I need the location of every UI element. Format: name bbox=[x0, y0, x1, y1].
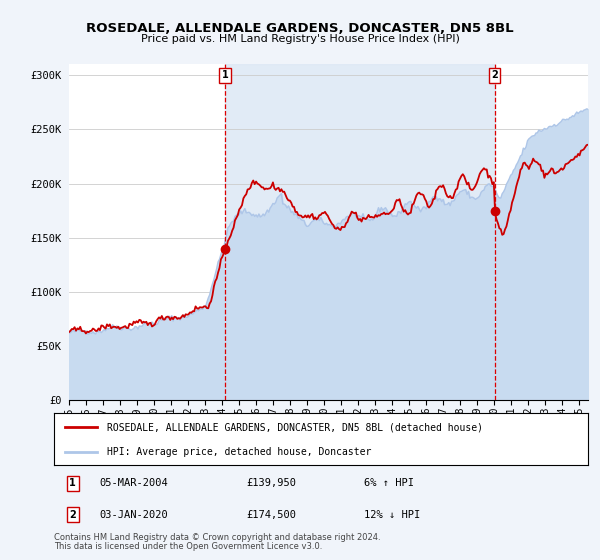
Text: This data is licensed under the Open Government Licence v3.0.: This data is licensed under the Open Gov… bbox=[54, 542, 322, 551]
Bar bbox=[225, 64, 494, 400]
Text: 2: 2 bbox=[491, 70, 498, 80]
Text: 1: 1 bbox=[221, 70, 229, 80]
Text: £139,950: £139,950 bbox=[246, 478, 296, 488]
Text: 6% ↑ HPI: 6% ↑ HPI bbox=[364, 478, 414, 488]
Text: ROSEDALE, ALLENDALE GARDENS, DONCASTER, DN5 8BL: ROSEDALE, ALLENDALE GARDENS, DONCASTER, … bbox=[86, 22, 514, 35]
Text: Price paid vs. HM Land Registry's House Price Index (HPI): Price paid vs. HM Land Registry's House … bbox=[140, 34, 460, 44]
Text: 2: 2 bbox=[70, 510, 76, 520]
Text: 03-JAN-2020: 03-JAN-2020 bbox=[100, 510, 168, 520]
Text: 12% ↓ HPI: 12% ↓ HPI bbox=[364, 510, 420, 520]
Text: Contains HM Land Registry data © Crown copyright and database right 2024.: Contains HM Land Registry data © Crown c… bbox=[54, 533, 380, 542]
Text: HPI: Average price, detached house, Doncaster: HPI: Average price, detached house, Donc… bbox=[107, 447, 372, 457]
Text: ROSEDALE, ALLENDALE GARDENS, DONCASTER, DN5 8BL (detached house): ROSEDALE, ALLENDALE GARDENS, DONCASTER, … bbox=[107, 422, 484, 432]
Text: 05-MAR-2004: 05-MAR-2004 bbox=[100, 478, 168, 488]
Text: £174,500: £174,500 bbox=[246, 510, 296, 520]
Text: 1: 1 bbox=[70, 478, 76, 488]
